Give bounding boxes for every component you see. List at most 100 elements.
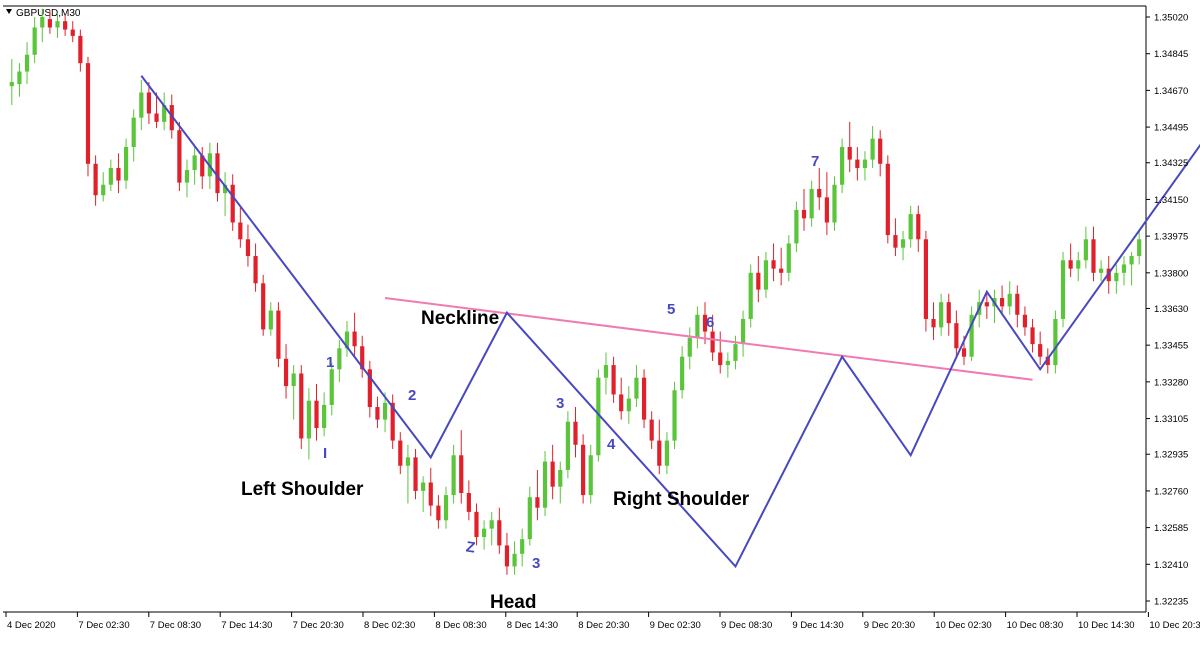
- candle-body: [771, 260, 776, 269]
- candle-body: [862, 159, 868, 168]
- neckline-line: [384, 296, 1033, 381]
- candle-body: [421, 482, 426, 491]
- candle-body: [261, 283, 266, 330]
- candle: [123, 138, 129, 189]
- candle: [817, 167, 822, 210]
- candle: [687, 327, 692, 370]
- candle: [382, 392, 388, 433]
- candle-body: [756, 272, 761, 290]
- candle-body: [641, 377, 647, 420]
- candle: [1076, 251, 1081, 282]
- candle-body: [916, 214, 921, 240]
- candle-body: [763, 260, 769, 290]
- candle-body: [779, 268, 784, 273]
- candle-body: [520, 539, 525, 554]
- candle-body: [855, 159, 860, 168]
- candle: [702, 302, 708, 345]
- candle: [131, 109, 136, 162]
- candle-body: [1038, 344, 1043, 357]
- candle: [9, 58, 14, 106]
- candle-body: [413, 457, 418, 491]
- candle: [794, 201, 799, 252]
- candle: [588, 444, 593, 504]
- candle: [657, 419, 662, 475]
- candle: [1015, 285, 1020, 328]
- candle-body: [352, 331, 357, 347]
- candle: [862, 151, 868, 181]
- candle: [481, 520, 487, 550]
- candle: [954, 310, 959, 357]
- time-tick-label: 7 Dec 14:30: [221, 620, 272, 631]
- candle: [329, 362, 334, 416]
- candle-body: [123, 147, 129, 181]
- candle-body: [375, 407, 380, 420]
- candle: [421, 476, 426, 512]
- candle: [283, 344, 289, 399]
- candle-body: [382, 402, 388, 420]
- candle-body: [314, 400, 319, 429]
- candle: [680, 346, 685, 399]
- candle-body: [672, 390, 677, 441]
- candle-body: [40, 17, 45, 28]
- candle: [291, 365, 296, 420]
- candles-layer: [9, 8, 1142, 575]
- candle-body: [337, 348, 342, 370]
- candle: [466, 480, 471, 521]
- candle: [1038, 331, 1043, 366]
- candle: [192, 144, 197, 185]
- price-tick-label: 1.32585: [1154, 523, 1188, 534]
- price-tick-label: 1.34495: [1154, 123, 1188, 134]
- candle-body: [24, 54, 30, 72]
- candle: [162, 92, 167, 131]
- time-axis: 4 Dec 2020 7 Dec 02:30 7 Dec 08:30 7 Dec 14…: [5, 612, 1200, 631]
- candle-body: [565, 421, 570, 470]
- candle-body: [367, 369, 372, 408]
- candle: [1121, 256, 1127, 286]
- candle: [78, 29, 83, 72]
- candle-body: [558, 469, 563, 487]
- candle-body: [984, 302, 989, 307]
- time-tick-label: 9 Dec 02:30: [650, 620, 701, 631]
- time-tick-label: 9 Dec 08:30: [721, 620, 772, 631]
- candle-body: [657, 440, 662, 466]
- candle-body: [223, 184, 228, 194]
- candle-body: [535, 497, 540, 508]
- candle-body: [923, 239, 928, 319]
- candle: [931, 302, 936, 340]
- candle-body: [276, 310, 281, 359]
- candle-body: [139, 92, 144, 118]
- candle: [1091, 226, 1096, 282]
- candle: [436, 495, 441, 529]
- candle-body: [154, 113, 159, 122]
- candle-body: [832, 184, 837, 223]
- candle: [710, 314, 715, 361]
- candle-body: [931, 318, 936, 328]
- candle: [322, 392, 327, 437]
- candle: [200, 147, 205, 189]
- candle: [809, 180, 814, 227]
- candle-body: [740, 318, 746, 345]
- candle-body: [1053, 318, 1058, 366]
- candle-body: [893, 235, 898, 248]
- candle: [885, 155, 890, 244]
- candle: [512, 541, 517, 575]
- candle-body: [200, 155, 205, 177]
- candle-body: [1045, 356, 1050, 366]
- candle: [375, 396, 380, 429]
- candle: [1007, 281, 1012, 315]
- price-tick-label: 1.34845: [1154, 49, 1188, 60]
- candle: [740, 310, 746, 357]
- candle: [581, 434, 586, 504]
- candle: [634, 365, 639, 408]
- candle-body: [116, 167, 121, 181]
- candle-body: [268, 310, 273, 330]
- candle: [1045, 348, 1050, 374]
- price-tick-label: 1.33455: [1154, 341, 1188, 352]
- triangle-down-icon[interactable]: [6, 9, 12, 14]
- candle-body: [32, 27, 37, 55]
- candle-body: [664, 440, 670, 466]
- candle-body: [17, 71, 22, 85]
- time-tick-label: 8 Dec 20:30: [578, 620, 629, 631]
